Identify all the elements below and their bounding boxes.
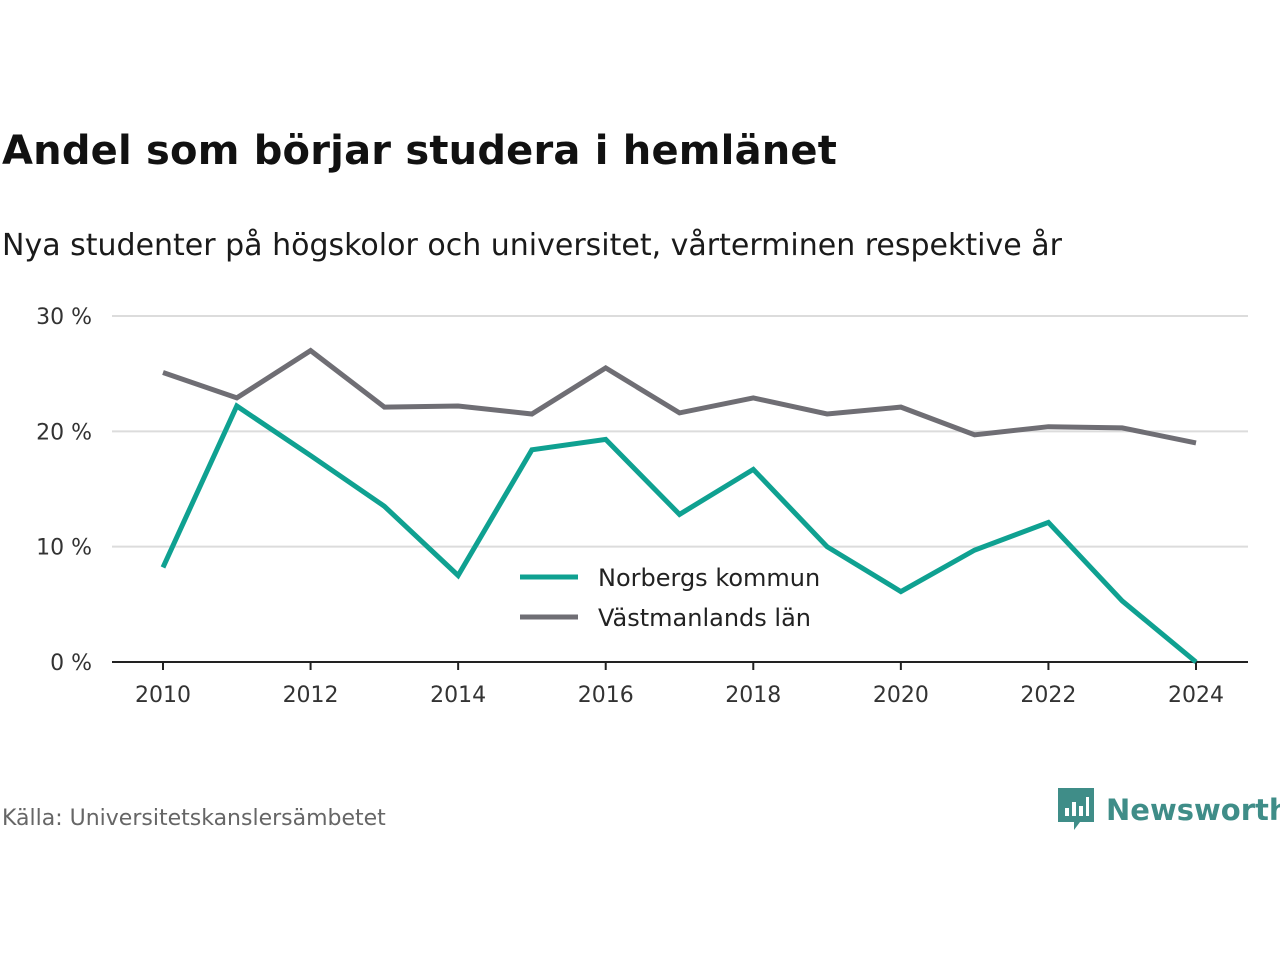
chart-title: Andel som börjar studera i hemlänet	[2, 128, 838, 174]
series-line	[162, 347, 1197, 446]
x-tick-label: 2010	[135, 683, 191, 708]
x-tick-label: 2012	[283, 683, 339, 708]
chart-subtitle: Nya studenter på högskolor och universit…	[2, 228, 1062, 263]
y-tick-label: 10 %	[36, 536, 92, 561]
y-tick-label: 20 %	[36, 420, 92, 445]
x-tick-label: 2018	[725, 683, 781, 708]
series-line	[160, 402, 1198, 664]
line-chart: 0 % 10 % 20 % 30 % 2010 2012 2014 2016 2018 2020 2…	[36, 305, 1248, 708]
x-tick-label: 2024	[1168, 683, 1224, 708]
source-note: Källa: Universitetskanslersämbetet	[2, 806, 386, 831]
newsworthy-chart-bubble-icon	[1058, 788, 1094, 830]
y-tick-label: 0 %	[50, 651, 92, 676]
x-tick-label: 2014	[430, 683, 486, 708]
x-tick-label: 2022	[1020, 683, 1076, 708]
y-tick-label: 30 %	[36, 305, 92, 330]
brand-logo: Newsworthy	[1058, 788, 1280, 832]
legend-label: Norbergs kommun	[598, 564, 820, 592]
x-tick-label: 2016	[578, 683, 634, 708]
x-tick-label: 2020	[873, 683, 929, 708]
legend-label: Västmanlands län	[598, 604, 811, 632]
brand-name: Newsworthy	[1106, 793, 1280, 827]
